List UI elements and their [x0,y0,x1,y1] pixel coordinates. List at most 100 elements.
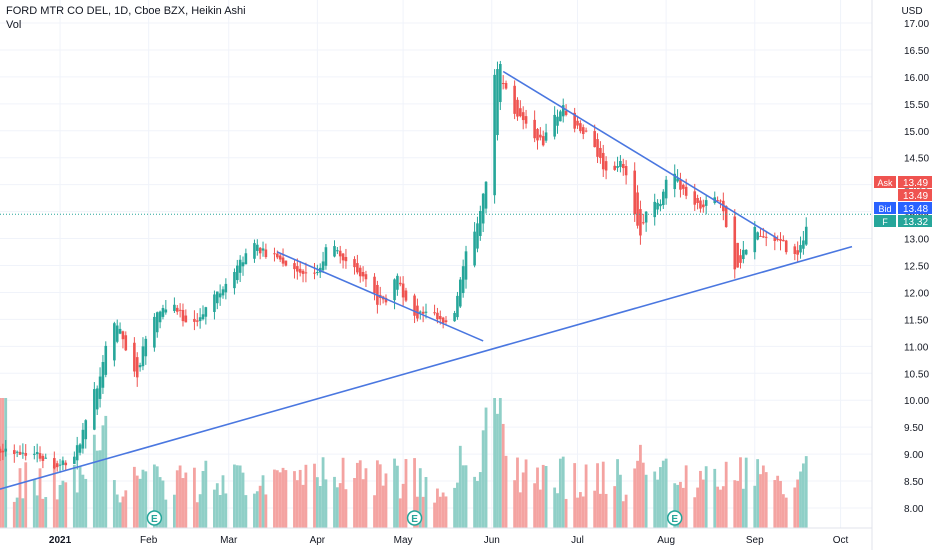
candle-body [278,255,282,260]
price-label-tag-bg [874,176,896,188]
candle-body [316,272,319,274]
volume-bar [759,474,762,528]
candle-body [624,166,628,176]
volume-bar [421,496,425,528]
volume-bar [481,430,485,528]
candle-body [373,276,376,294]
volume-bar [58,485,62,528]
candle-body [793,246,797,255]
volume-bar [373,495,376,528]
trendline-resistance-1 [277,251,484,342]
candle-body [33,453,36,455]
volume-bar [284,470,288,528]
volume-bar [659,467,662,528]
volume-bar [601,461,605,528]
candle-body [696,198,699,203]
volume-bar [804,456,808,528]
candle-body [218,293,222,298]
y-tick-label-18: 8.00 [904,504,924,515]
volume-bar [524,459,528,528]
earnings-marker-0: E [146,510,163,526]
volume-bar [644,474,648,528]
candles [0,60,808,473]
candle-body [64,462,68,466]
candle-body [493,74,496,196]
volume-bar [15,497,19,528]
candle-body [384,297,388,303]
candle-body [556,116,559,126]
candle-body [21,452,25,454]
candle-body [702,204,705,208]
candle-body [521,112,525,121]
candle-body [776,238,779,240]
volume-bar [673,483,677,528]
x-tick-label-0: 2021 [49,535,72,546]
volume-bar [193,467,196,528]
y-tick-label-15: 9.50 [904,423,924,434]
candle-body [599,147,602,158]
volume-bar [639,444,642,528]
candle-body [613,165,616,170]
candle-body [621,163,625,169]
price-label-tag-bg [874,215,896,227]
x-tick-label-4: May [394,535,413,546]
price-label-value: 13.32 [903,217,928,228]
price-label-bg [898,189,932,201]
volume-bar [533,483,537,528]
x-tick-label-5: Jun [484,535,500,546]
volume-bar [498,398,502,528]
candle-body [464,251,468,280]
candle-body [193,318,196,322]
candle-body [341,253,345,261]
y-tick-label-11: 11.50 [904,315,929,326]
candle-body [679,179,682,190]
candle-body [301,270,305,274]
candle-body [104,345,108,375]
volume-bar [458,445,462,528]
volume-bar [393,458,396,528]
candle-body [213,294,216,312]
volume-bar [315,477,319,528]
volume-bar [604,493,608,528]
volume-bar [361,479,365,528]
volume-bar [61,480,65,528]
volume-bar [436,488,439,528]
candle-body [15,451,19,453]
candle-body [633,170,637,215]
volume-bar [676,484,679,528]
candle-body [436,312,439,320]
candle-body [636,192,639,226]
x-tick-label-9: Oct [833,535,849,546]
candle-body [504,83,508,89]
volume-bar [101,425,105,528]
volume-bar [741,488,745,528]
candle-body [273,253,276,255]
candle-body [684,186,688,196]
candle-body [361,272,365,277]
volume-bar [178,465,182,528]
candle-body [0,448,2,453]
volume-bars [0,398,808,528]
candle-body [459,279,462,307]
price-label-last: 13.32 F [874,215,932,228]
candle-body [256,244,259,251]
price-label-tag: Ask [877,178,893,188]
candle-body [175,307,179,312]
candle-body [95,388,99,410]
volume-bar [344,489,348,528]
candle-body [281,257,285,264]
candle-body [353,259,356,268]
volume-bar [261,475,265,528]
candle-body [421,311,425,314]
volume-bar [693,497,697,528]
candle-body [138,365,142,368]
trendline-support [0,245,853,490]
volume-bar [641,462,645,528]
price-label-bid: 13.48 Bid [874,202,932,215]
candle-body [158,311,162,323]
volume-bar [18,468,22,528]
candle-body [258,247,262,254]
candle-body [173,304,176,311]
